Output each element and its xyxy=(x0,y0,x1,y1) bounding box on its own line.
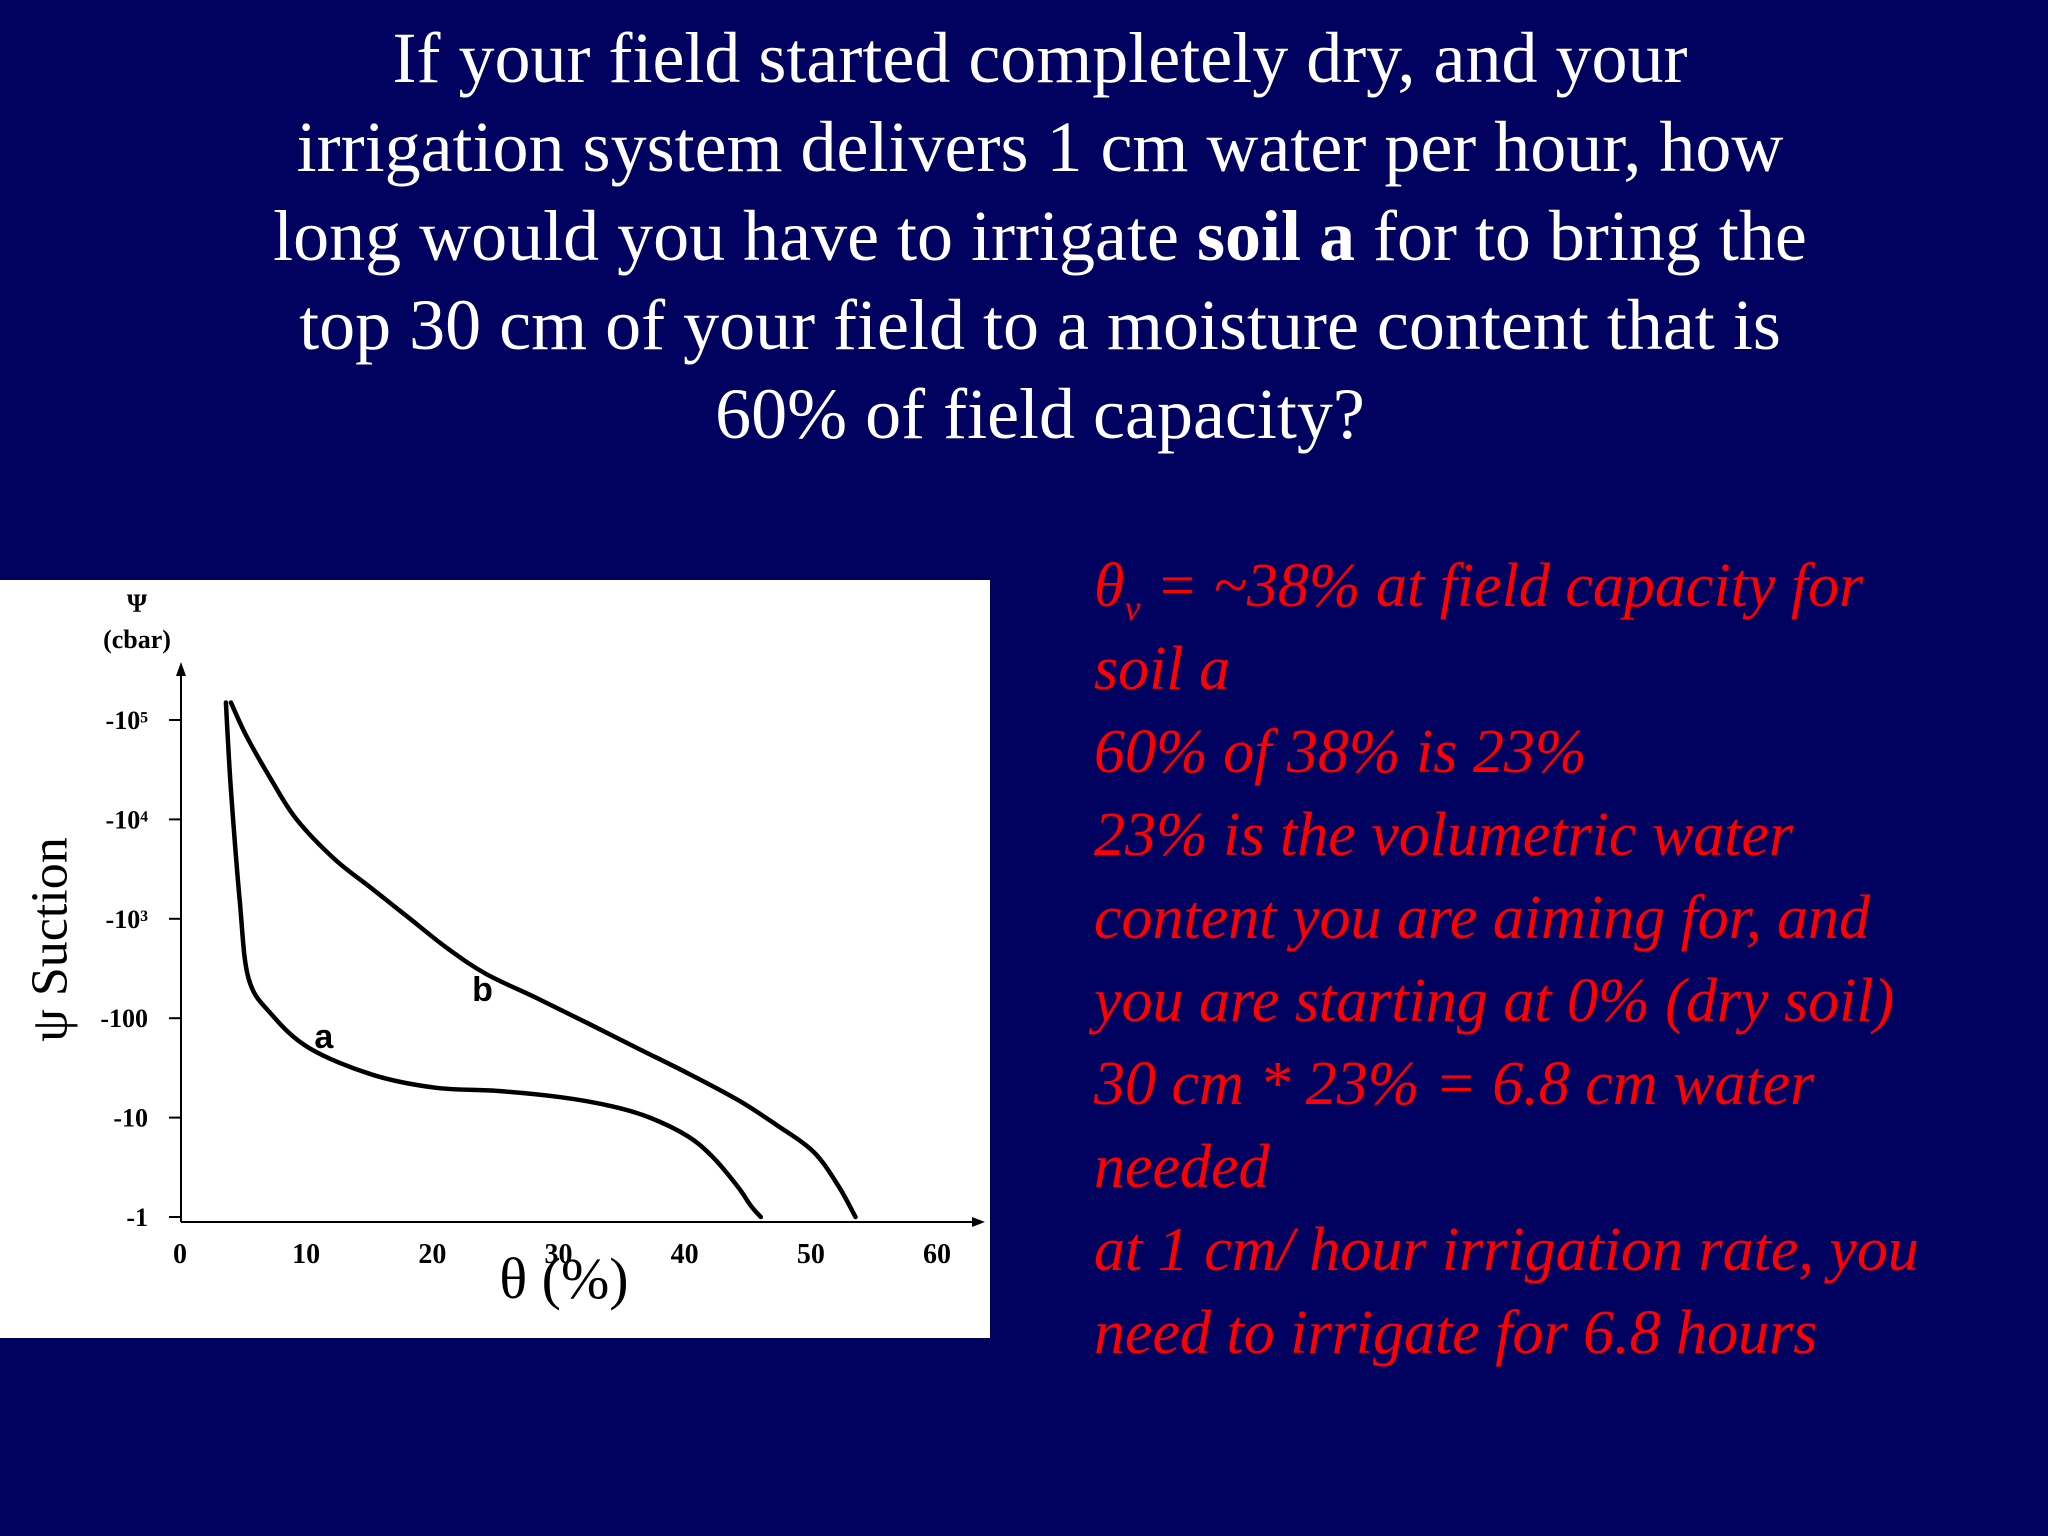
question-soil-a: soil a xyxy=(1196,196,1355,276)
x-tick-label: 60 xyxy=(923,1239,951,1270)
series-a-label: a xyxy=(314,1018,334,1056)
x-tick-label: 40 xyxy=(671,1239,699,1270)
x-tick-label: 10 xyxy=(292,1239,320,1270)
x-axis-arrow xyxy=(972,1217,985,1227)
retention-curve-chart: Ψ (cbar) 0 10 20 30 40 50 60 -1 -10 -100 -10³ -10⁴ -… xyxy=(0,580,990,1338)
answer-line-5: content you are aiming for, and xyxy=(1094,884,1871,952)
answer-line-3: 60% of 38% is 23% xyxy=(1094,718,1587,786)
answer-line-7: 30 cm * 23% = 6.8 cm water xyxy=(1094,1050,1815,1118)
y-tick-label: -1 xyxy=(126,1203,148,1232)
question-line-2: irrigation system delivers 1 cm water pe… xyxy=(296,107,1784,187)
x-tick-label: 50 xyxy=(797,1239,825,1270)
y-tick-label: -10⁵ xyxy=(106,706,149,735)
y-axis-side-text: ψ Suction xyxy=(21,837,79,1042)
y-axis-side-label: ψ Suction xyxy=(21,810,80,1070)
question-line-4: top 30 cm of your field to a moisture co… xyxy=(299,285,1781,365)
question-text: If your field started completely dry, an… xyxy=(150,14,1930,459)
answer-line-1: θv = ~38% at field capacity for xyxy=(1094,545,2034,628)
answer-line-4: 23% is the volumetric water xyxy=(1094,801,1794,869)
x-tick-label: 30 xyxy=(545,1239,573,1270)
theta-subscript: v xyxy=(1124,588,1141,628)
answer-line-8: needed xyxy=(1094,1133,1270,1201)
chart-svg: Ψ (cbar) 0 10 20 30 40 50 60 -1 -10 -100 -10³ -10⁴ -… xyxy=(100,589,985,1311)
answer-text: θv = ~38% at field capacity for soil a 6… xyxy=(1094,545,2034,1375)
y-axis-unit: (cbar) xyxy=(103,625,171,654)
y-tick-label: -10 xyxy=(113,1104,148,1133)
question-line-3-pre: long would you have to irrigate xyxy=(273,196,1197,276)
theta-symbol: θ xyxy=(1094,552,1125,620)
answer-line-2: soil a xyxy=(1094,635,1231,703)
answer-line-6: you are starting at 0% (dry soil) xyxy=(1094,967,1895,1035)
question-line-3: long would you have to irrigate soil a f… xyxy=(150,192,1930,281)
x-axis-label: θ (%) xyxy=(499,1246,628,1311)
question-line-1: If your field started completely dry, an… xyxy=(392,18,1688,98)
y-axis-symbol: Ψ xyxy=(127,589,148,618)
x-tick-label: 20 xyxy=(418,1239,446,1270)
y-tick-label: -10³ xyxy=(106,905,149,934)
y-axis-arrow xyxy=(176,662,186,676)
series-b-label: b xyxy=(472,971,493,1009)
series-b-line xyxy=(228,700,858,1220)
answer-line-1-rest: = ~38% at field capacity for xyxy=(1140,552,1864,620)
question-line-3-post: for to bring the xyxy=(1354,196,1807,276)
series-a-line xyxy=(223,700,764,1220)
question-line-5: 60% of field capacity? xyxy=(715,374,1365,454)
answer-line-10: need to irrigate for 6.8 hours xyxy=(1094,1299,1818,1367)
x-tick-label: 0 xyxy=(173,1239,187,1270)
y-tick-label: -10⁴ xyxy=(106,805,149,834)
answer-line-9: at 1 cm/ hour irrigation rate, you xyxy=(1094,1216,1919,1284)
y-tick-label: -100 xyxy=(100,1004,148,1033)
